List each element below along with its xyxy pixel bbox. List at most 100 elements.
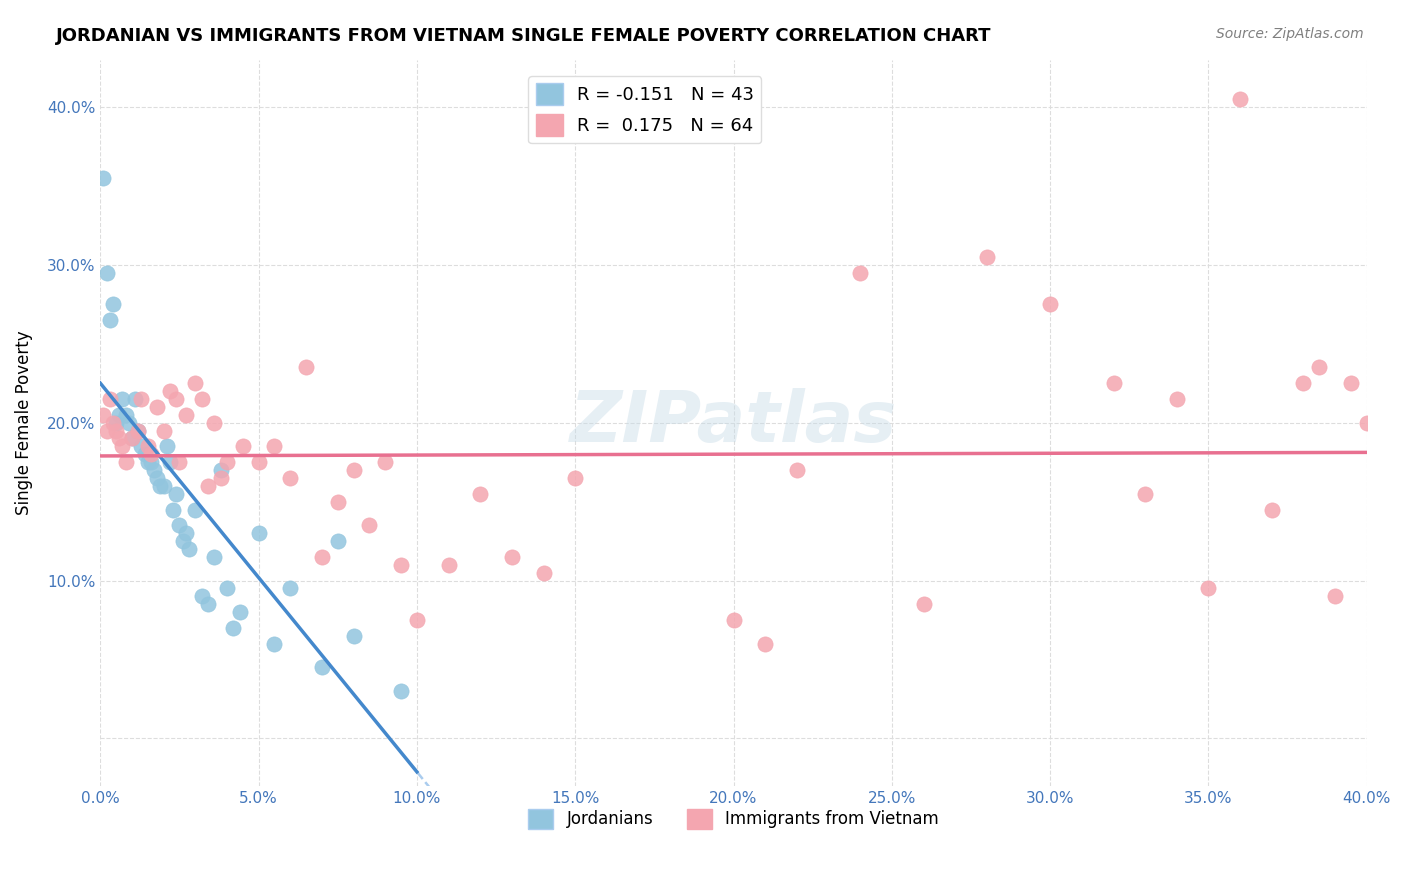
Point	[146, 471, 169, 485]
Point	[93, 408, 115, 422]
Point	[177, 541, 200, 556]
Point	[437, 558, 460, 572]
Text: Source: ZipAtlas.com: Source: ZipAtlas.com	[1216, 27, 1364, 41]
Point	[136, 439, 159, 453]
Point	[202, 416, 225, 430]
Point	[1133, 487, 1156, 501]
Legend: Jordanians, Immigrants from Vietnam: Jordanians, Immigrants from Vietnam	[522, 802, 945, 836]
Point	[143, 463, 166, 477]
Point	[114, 455, 136, 469]
Point	[127, 424, 149, 438]
Point	[101, 416, 124, 430]
Point	[127, 424, 149, 438]
Point	[976, 250, 998, 264]
Point	[232, 439, 254, 453]
Point	[156, 439, 179, 453]
Point	[131, 439, 153, 453]
Point	[406, 613, 429, 627]
Point	[1261, 502, 1284, 516]
Point	[169, 455, 191, 469]
Point	[754, 637, 776, 651]
Point	[105, 416, 128, 430]
Point	[172, 534, 194, 549]
Point	[263, 439, 285, 453]
Point	[165, 487, 187, 501]
Point	[263, 637, 285, 651]
Point	[723, 613, 745, 627]
Point	[564, 471, 586, 485]
Point	[311, 549, 333, 564]
Point	[278, 582, 301, 596]
Point	[111, 392, 134, 406]
Point	[96, 424, 118, 438]
Point	[162, 502, 184, 516]
Point	[121, 432, 143, 446]
Point	[96, 266, 118, 280]
Point	[184, 502, 207, 516]
Point	[152, 424, 174, 438]
Point	[98, 313, 121, 327]
Point	[139, 455, 162, 469]
Point	[146, 400, 169, 414]
Point	[1308, 360, 1330, 375]
Point	[98, 392, 121, 406]
Point	[202, 549, 225, 564]
Point	[278, 471, 301, 485]
Point	[108, 432, 131, 446]
Text: ZIPatlas: ZIPatlas	[569, 388, 897, 458]
Point	[533, 566, 555, 580]
Point	[209, 471, 232, 485]
Point	[165, 392, 187, 406]
Point	[1292, 376, 1315, 391]
Point	[190, 392, 212, 406]
Point	[184, 376, 207, 391]
Point	[1229, 92, 1251, 106]
Point	[111, 439, 134, 453]
Point	[159, 455, 181, 469]
Point	[389, 684, 412, 698]
Point	[134, 447, 156, 461]
Point	[470, 487, 492, 501]
Point	[374, 455, 396, 469]
Point	[1198, 582, 1220, 596]
Point	[215, 582, 238, 596]
Point	[209, 463, 232, 477]
Point	[247, 526, 270, 541]
Point	[849, 266, 872, 280]
Point	[1324, 590, 1347, 604]
Point	[131, 392, 153, 406]
Point	[159, 384, 181, 398]
Point	[389, 558, 412, 572]
Point	[124, 392, 146, 406]
Point	[118, 416, 141, 430]
Point	[342, 629, 364, 643]
Point	[1039, 297, 1062, 311]
Point	[174, 408, 197, 422]
Point	[174, 526, 197, 541]
Point	[105, 424, 128, 438]
Point	[222, 621, 245, 635]
Text: JORDANIAN VS IMMIGRANTS FROM VIETNAM SINGLE FEMALE POVERTY CORRELATION CHART: JORDANIAN VS IMMIGRANTS FROM VIETNAM SIN…	[56, 27, 991, 45]
Point	[136, 455, 159, 469]
Point	[190, 590, 212, 604]
Point	[149, 479, 172, 493]
Point	[1355, 416, 1378, 430]
Point	[1166, 392, 1188, 406]
Point	[786, 463, 808, 477]
Point	[152, 479, 174, 493]
Point	[169, 518, 191, 533]
Point	[342, 463, 364, 477]
Point	[359, 518, 381, 533]
Point	[326, 494, 349, 508]
Point	[295, 360, 318, 375]
Point	[93, 171, 115, 186]
Point	[326, 534, 349, 549]
Point	[215, 455, 238, 469]
Point	[247, 455, 270, 469]
Point	[121, 432, 143, 446]
Point	[912, 597, 935, 611]
Point	[311, 660, 333, 674]
Point	[1388, 408, 1406, 422]
Point	[501, 549, 523, 564]
Point	[197, 597, 219, 611]
